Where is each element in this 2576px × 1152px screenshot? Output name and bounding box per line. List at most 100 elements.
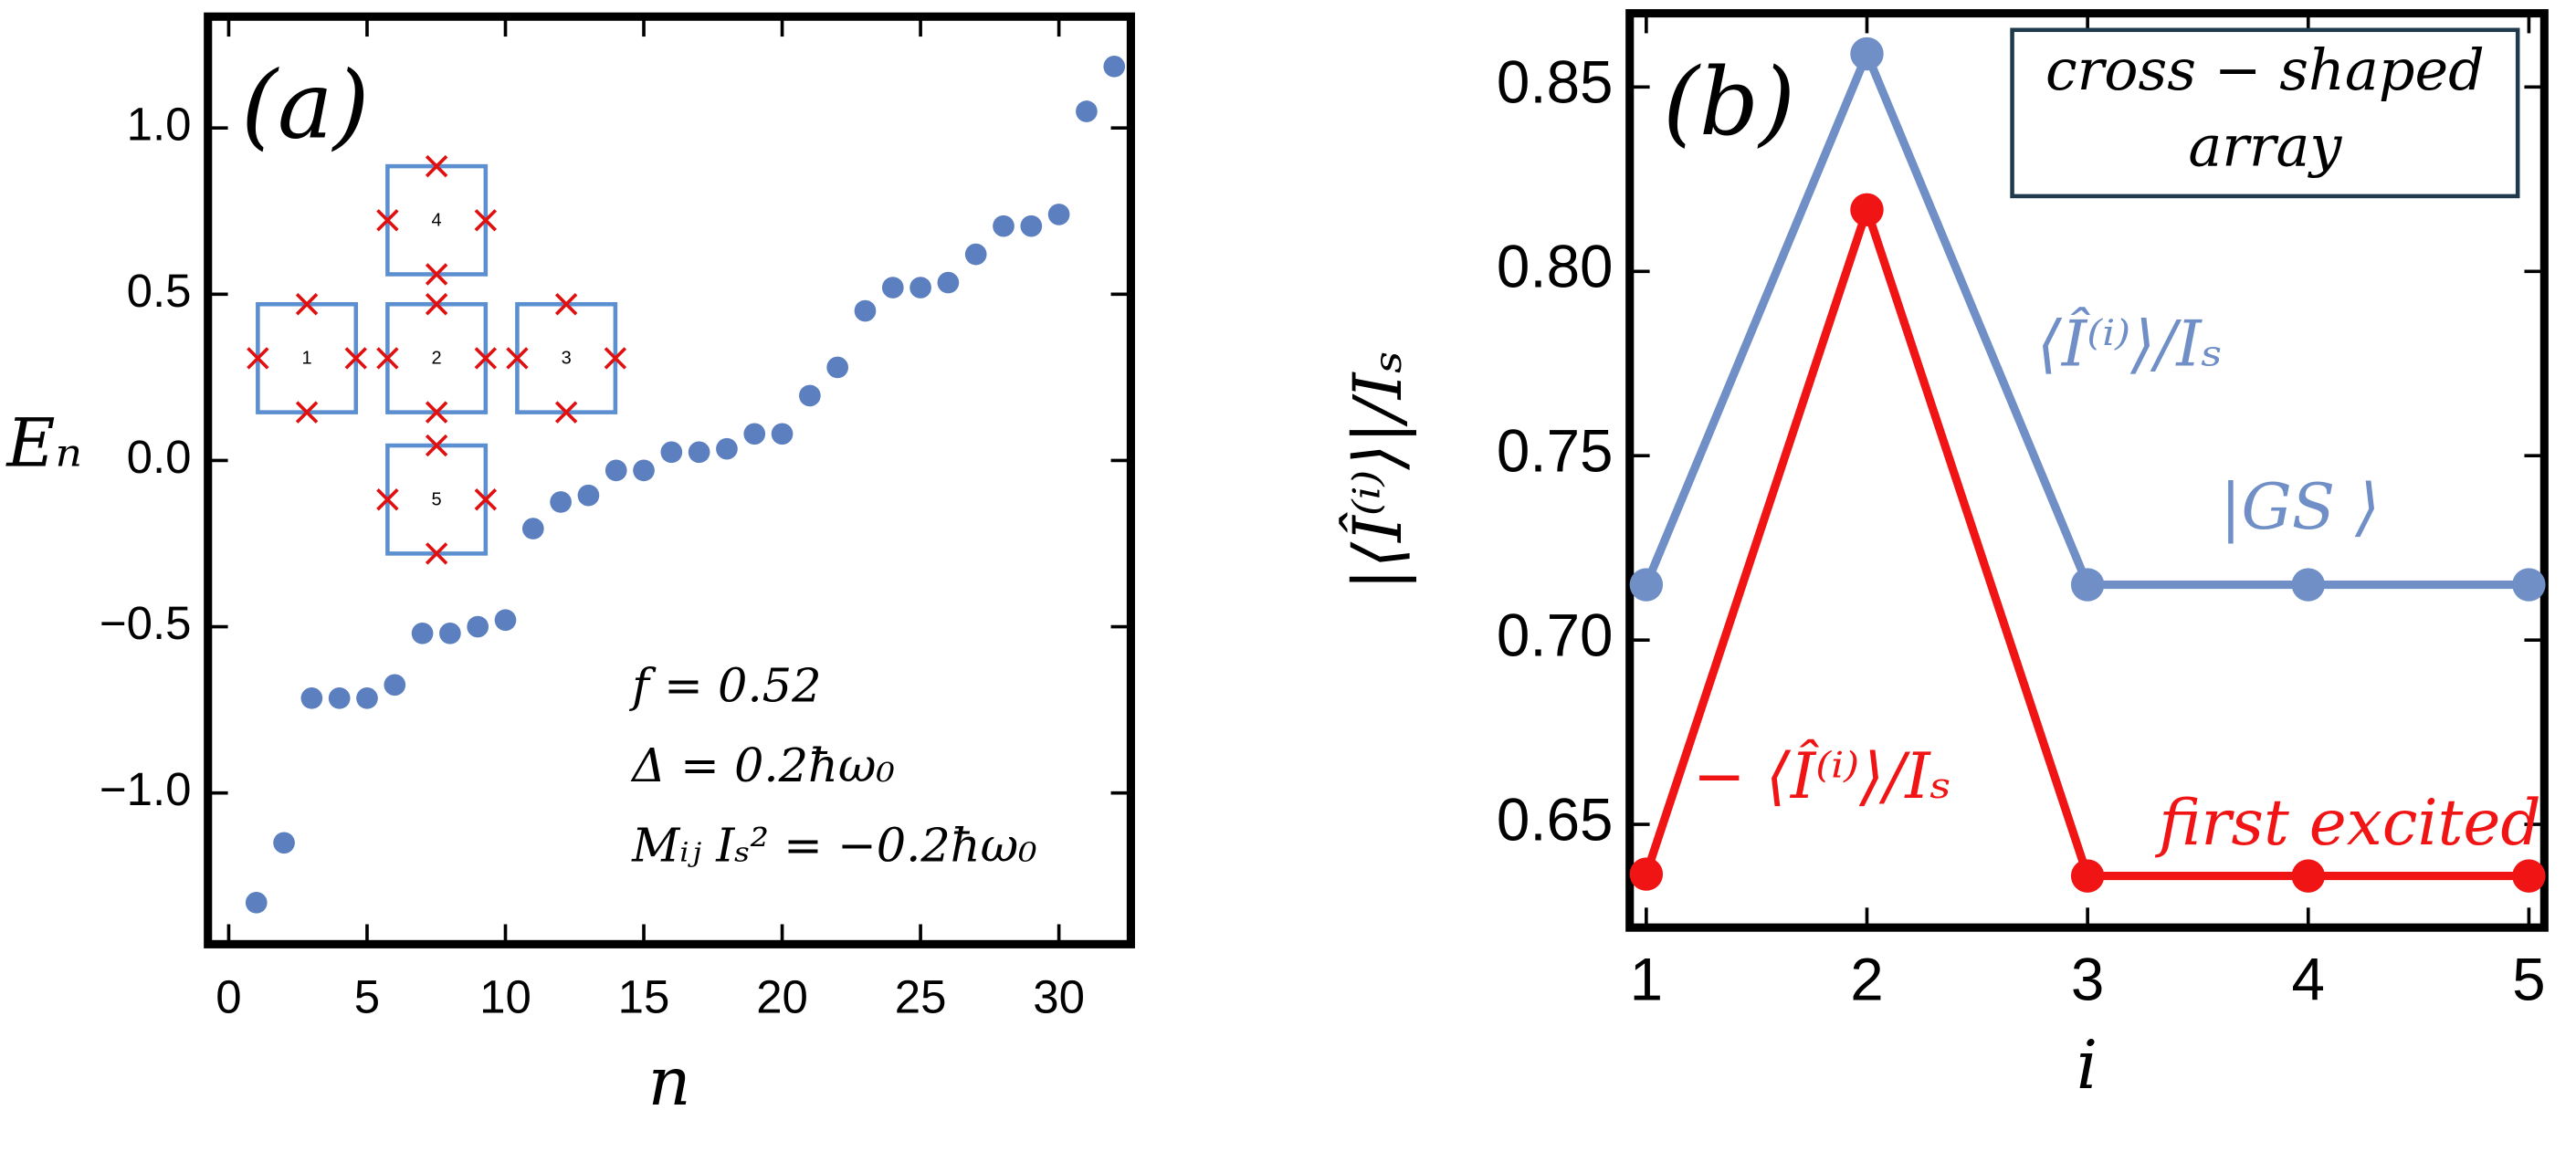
junction-cross — [474, 347, 498, 370]
point — [439, 622, 461, 644]
junction-cross — [425, 542, 448, 565]
point — [300, 687, 323, 709]
point — [799, 384, 821, 407]
inset-label: 1 — [301, 349, 311, 369]
junction-cross — [554, 293, 578, 316]
junction-cross — [425, 263, 448, 286]
point — [2291, 568, 2325, 602]
point — [1020, 215, 1043, 237]
point — [1850, 193, 1884, 227]
point — [605, 459, 627, 482]
point — [716, 437, 738, 460]
junction-cross — [295, 401, 319, 424]
box-text: cross − shaped — [2045, 37, 2485, 103]
inset-label: 5 — [432, 489, 442, 509]
junction-cross — [474, 488, 498, 511]
point — [356, 687, 378, 709]
y-axis-label: |⟨Î⁽ⁱ⁾⟩|/Iₛ — [1339, 351, 1417, 591]
point — [1850, 37, 1884, 71]
annotation: Mᵢⱼ Iₛ² = −0.2ħω₀ — [631, 820, 1037, 874]
junction-cross — [425, 154, 448, 178]
state-label: |GS ⟩ — [2220, 471, 2380, 544]
x-tick-label: 10 — [479, 971, 531, 1023]
x-tick-label: 0 — [216, 971, 241, 1023]
point — [245, 892, 268, 914]
point — [2070, 859, 2105, 893]
x-axis-label: n — [648, 1043, 691, 1121]
point — [854, 299, 877, 322]
y-tick-label: −0.5 — [100, 597, 192, 649]
point — [384, 674, 406, 696]
point — [771, 423, 794, 445]
point — [660, 441, 683, 464]
y-tick-label: 0.85 — [1497, 49, 1614, 116]
point — [2291, 859, 2325, 893]
point — [2512, 568, 2546, 602]
plot-frame — [204, 12, 1135, 948]
point — [1076, 100, 1098, 122]
x-tick-label: 2 — [1850, 946, 1883, 1012]
junction-cross — [376, 209, 399, 232]
junction-cross — [425, 401, 448, 424]
y-tick-label: 0.0 — [127, 431, 192, 483]
x-tick-label: 20 — [756, 971, 808, 1023]
x-tick-label: 25 — [895, 971, 947, 1023]
inset-label: 3 — [562, 349, 572, 369]
point — [328, 687, 351, 709]
x-tick-label: 3 — [2071, 946, 2104, 1012]
junction-cross — [506, 347, 529, 370]
x-tick-label: 5 — [2512, 946, 2545, 1012]
point — [411, 622, 434, 644]
point — [2070, 568, 2105, 602]
junction-cross — [344, 347, 368, 370]
panel-label: (a) — [241, 52, 369, 161]
point — [1103, 56, 1126, 78]
y-axis-label: Eₙ — [5, 405, 82, 483]
point — [1047, 204, 1070, 225]
point — [577, 484, 600, 507]
plot-frame — [1625, 9, 2549, 932]
inset-label: 4 — [432, 210, 442, 230]
x-tick-label: 30 — [1033, 971, 1085, 1023]
x-tick-label: 1 — [1630, 946, 1663, 1012]
y-tick-label: 0.70 — [1497, 602, 1614, 668]
point — [521, 518, 544, 539]
series-label: − ⟨Î⁽ⁱ⁾⟩/Iₛ — [1693, 738, 1951, 813]
junction-cross — [554, 401, 578, 424]
point — [881, 277, 904, 298]
point — [467, 615, 489, 638]
point — [688, 441, 710, 464]
point — [964, 243, 987, 266]
junction-cross — [425, 434, 448, 457]
point — [2512, 859, 2546, 893]
legend-box — [2010, 27, 2520, 199]
junction-cross — [295, 293, 319, 316]
y-tick-label: 0.75 — [1497, 418, 1614, 485]
point — [937, 271, 960, 294]
x-axis-label: i — [2077, 1027, 2098, 1105]
state-label: first excited — [2154, 787, 2540, 860]
junction-cross — [247, 347, 269, 370]
y-tick-label: 0.80 — [1497, 234, 1614, 300]
x-tick-label: 15 — [618, 971, 670, 1023]
junction-cross — [474, 209, 498, 232]
point — [494, 609, 517, 632]
point — [909, 277, 931, 298]
annotation: f = 0.52 — [628, 660, 821, 714]
point — [826, 356, 849, 379]
junction-cross — [604, 347, 627, 370]
point — [273, 832, 295, 854]
y-tick-label: −1.0 — [100, 763, 192, 815]
point — [743, 423, 766, 445]
panel-label: (b) — [1663, 48, 1795, 157]
inset-label: 2 — [432, 349, 442, 369]
x-tick-label: 4 — [2292, 946, 2325, 1012]
y-tick-label: 1.0 — [127, 99, 192, 151]
point — [993, 215, 1015, 237]
point — [1629, 857, 1664, 891]
series-label: ⟨Î⁽ⁱ⁾⟩/Iₛ — [2037, 306, 2223, 381]
junction-cross — [376, 347, 399, 370]
point — [1629, 568, 1664, 602]
point — [633, 459, 655, 482]
